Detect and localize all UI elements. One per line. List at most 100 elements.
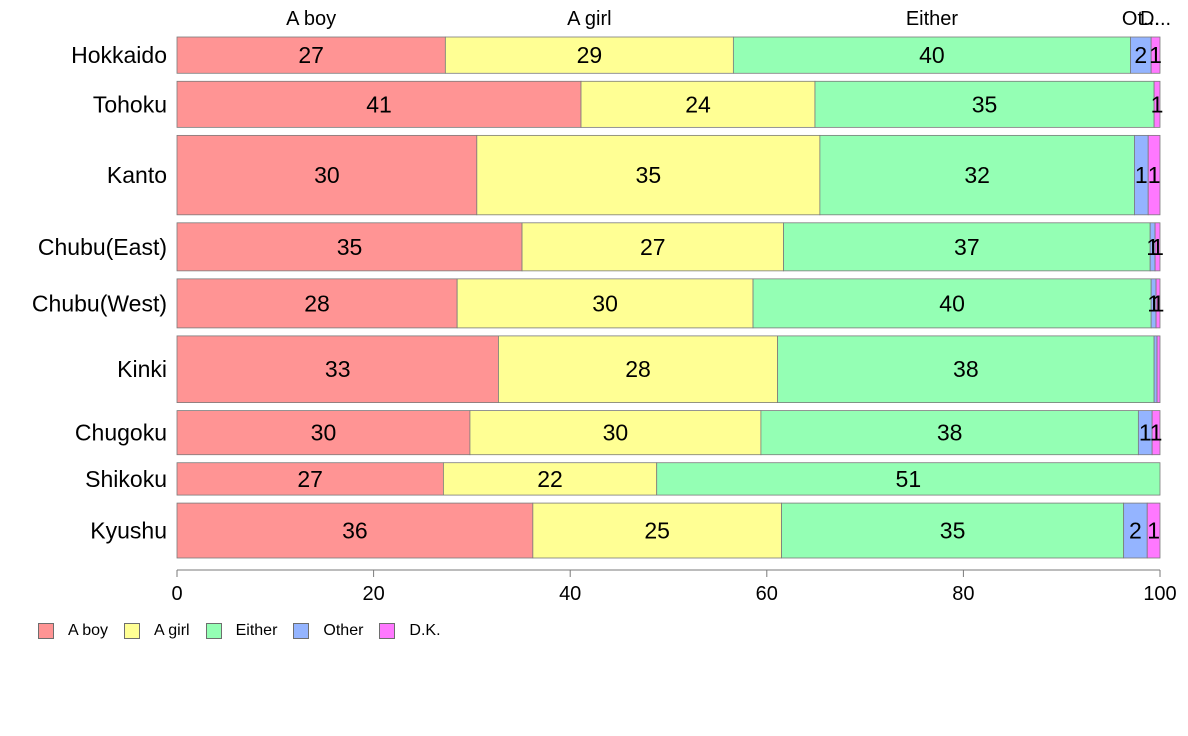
data-label: 1 <box>1148 162 1161 188</box>
data-label: 35 <box>972 91 998 117</box>
data-label: 1 <box>1151 234 1164 260</box>
bar-segment <box>580 80 816 128</box>
data-label: 38 <box>937 420 963 446</box>
bar-segment <box>777 335 1155 403</box>
bar-segment <box>444 36 734 74</box>
data-label: 29 <box>577 42 603 68</box>
data-label: 27 <box>640 234 666 260</box>
legend-item: A girl <box>124 622 190 640</box>
category-label: Chubu(East) <box>38 234 167 260</box>
legend-swatch <box>124 623 141 639</box>
bar-segment <box>1156 335 1161 403</box>
bar-segment <box>1147 134 1161 216</box>
data-label: 1 <box>1152 290 1165 316</box>
data-label: 35 <box>337 234 363 260</box>
bar-segment <box>1154 222 1161 272</box>
bar-segment <box>819 134 1135 216</box>
legend-label: Either <box>235 622 278 639</box>
legend-item: Either <box>205 622 278 640</box>
column-header-labels: A boy A girl Either Ot...D... <box>286 8 1171 30</box>
data-label: 2 <box>1134 42 1147 68</box>
data-label: 30 <box>314 162 340 188</box>
bar-segment <box>732 36 1131 74</box>
bar-segment <box>1155 278 1161 329</box>
x-tick-label: 100 <box>1143 583 1176 605</box>
data-label: 25 <box>644 518 670 544</box>
legend-swatch <box>293 623 310 639</box>
legend-swatch <box>379 623 396 639</box>
column-header-label: D... <box>1140 8 1171 30</box>
category-label: Kyushu <box>90 518 167 544</box>
data-label: 30 <box>592 290 618 316</box>
x-tick-label: 40 <box>559 583 581 605</box>
bar-segment <box>176 222 523 272</box>
column-header-label: Ot... <box>1122 8 1160 30</box>
bar-segment <box>532 502 782 559</box>
bar-segment <box>176 502 534 559</box>
bar-segment <box>476 134 821 216</box>
data-label: 30 <box>311 420 337 446</box>
data-label: 27 <box>297 466 323 492</box>
legend-label: A boy <box>68 622 109 639</box>
data-label: 1 <box>1150 420 1163 446</box>
x-axis: 0 20 40 60 80 100 <box>171 569 1177 605</box>
bar-segment <box>176 462 444 496</box>
category-label: Shikoku <box>85 466 167 492</box>
column-header-label: A girl <box>567 8 611 30</box>
bar-segment <box>456 278 754 329</box>
bar-segment <box>498 335 779 403</box>
legend-label: A girl <box>154 622 190 639</box>
legend-label: Other <box>323 622 364 639</box>
x-tick-label: 60 <box>756 583 778 605</box>
data-label: 2 <box>1129 518 1142 544</box>
data-label: 41 <box>366 91 392 117</box>
data-label: 38 <box>953 356 979 382</box>
data-label: 27 <box>298 42 324 68</box>
legend-item: A boy <box>38 622 108 640</box>
data-label: 24 <box>685 91 711 117</box>
legend-item: D.K. <box>379 622 441 640</box>
data-label: 40 <box>939 290 965 316</box>
data-label: 37 <box>954 234 980 260</box>
bar-segment <box>1153 335 1158 403</box>
data-label: 1 <box>1139 420 1152 446</box>
chart-legend: A boy A girl Either Other D.K. <box>38 622 457 640</box>
bar-segment <box>176 335 499 403</box>
x-tick-label: 20 <box>362 583 384 605</box>
bar-segment <box>176 134 478 216</box>
category-label: Chubu(West) <box>32 290 167 316</box>
data-label: 28 <box>625 356 651 382</box>
data-label: 1 <box>1147 518 1160 544</box>
legend-swatch <box>205 623 222 639</box>
category-label: Hokkaido <box>71 42 167 68</box>
x-tick-label: 0 <box>171 583 182 605</box>
bar-segment <box>783 222 1151 272</box>
bar-segment <box>760 410 1139 456</box>
category-label: Tohoku <box>93 91 167 117</box>
bar-segment <box>752 278 1152 329</box>
x-tick-label: 80 <box>952 583 974 605</box>
data-label: 36 <box>342 518 368 544</box>
column-header-label: A boy <box>286 8 336 30</box>
category-label: Kinki <box>117 356 167 382</box>
bar-segment <box>1153 80 1161 128</box>
bar-segment <box>1146 502 1161 559</box>
legend-label: D.K. <box>409 622 441 639</box>
data-label: 40 <box>919 42 945 68</box>
data-label: 32 <box>964 162 990 188</box>
legend-swatch <box>38 623 54 639</box>
category-label: Kanto <box>107 162 167 188</box>
data-label: 51 <box>896 466 922 492</box>
category-axis-labels: Hokkaido Tohoku Kanto Chubu(East) Chubu(West… <box>32 42 167 543</box>
bar-segment <box>176 278 458 329</box>
bar-segment <box>176 80 582 128</box>
data-label: 35 <box>636 162 662 188</box>
data-label: 35 <box>940 518 966 544</box>
data-label: 1 <box>1135 162 1148 188</box>
bar-segment <box>176 410 471 456</box>
data-label: 1 <box>1149 42 1162 68</box>
bar-segment <box>656 462 1161 496</box>
data-label: 33 <box>325 356 351 382</box>
